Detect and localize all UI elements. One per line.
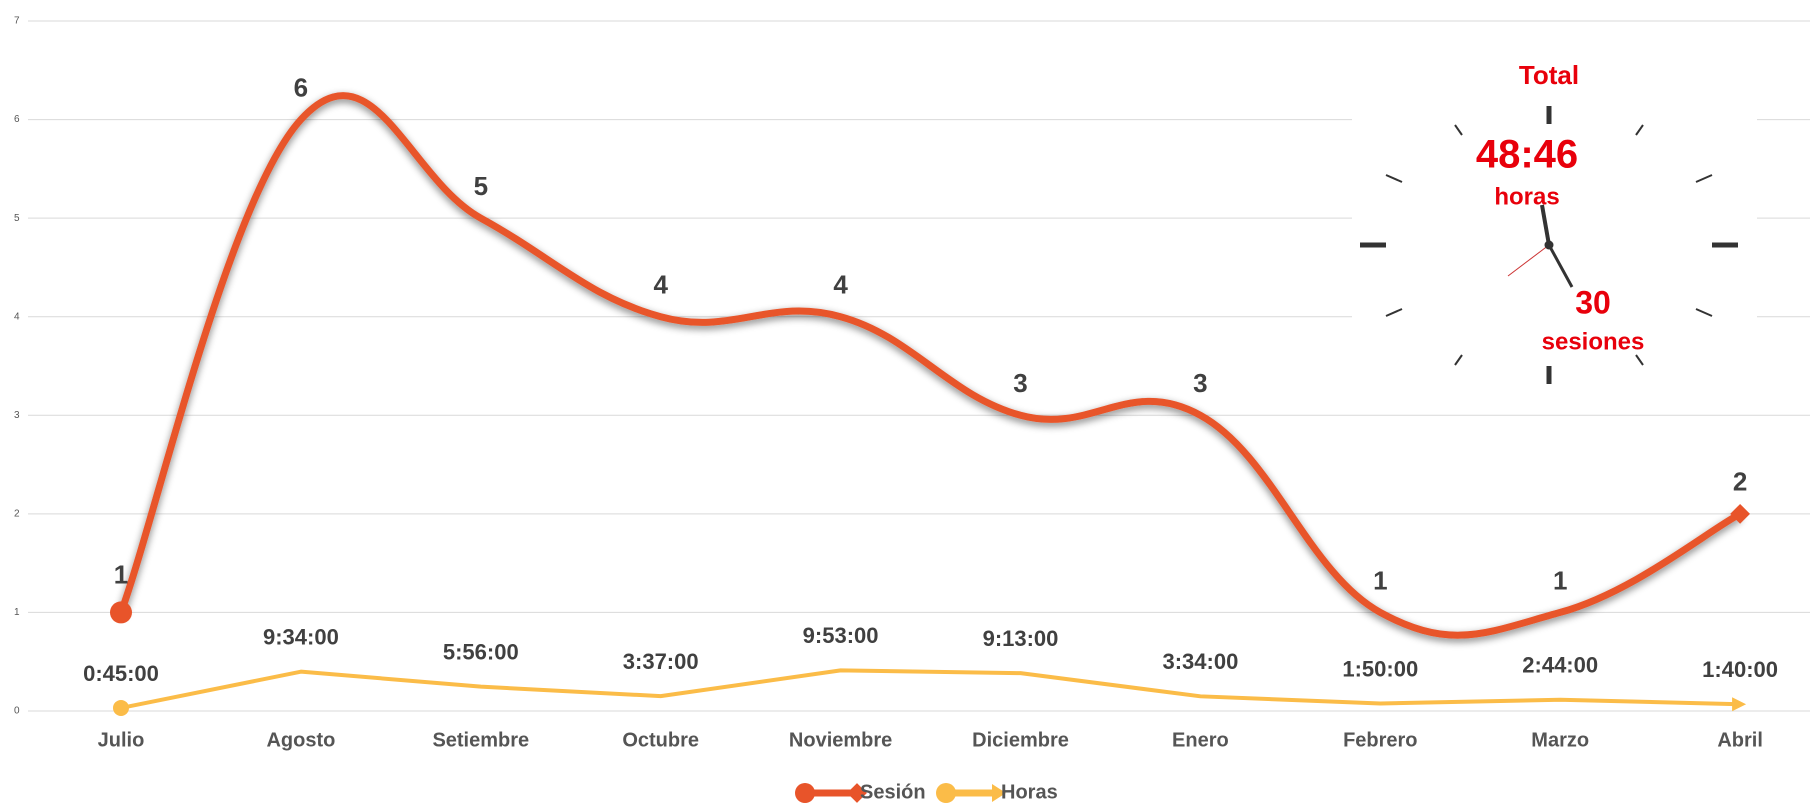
annotation: 48:46 [1476, 133, 1578, 177]
data-label: 9:13:00 [983, 626, 1059, 651]
legend-label: Horas [1001, 781, 1058, 803]
point-marker [110, 601, 132, 624]
data-label: 5 [474, 171, 488, 201]
annotation: Total [1519, 60, 1579, 90]
point-marker [1732, 697, 1747, 712]
legend-marker [936, 783, 956, 803]
x-tick-label: Octubre [622, 729, 699, 751]
x-tick-label: Setiembre [432, 729, 529, 751]
data-label: 0:45:00 [83, 661, 159, 686]
data-label: 4 [653, 270, 668, 300]
clock: Total 48:46 horas 30 sesiones [1352, 60, 1757, 400]
data-label: 1 [1373, 565, 1387, 595]
x-tick-label: Agosto [266, 729, 335, 751]
clock-face [1352, 100, 1757, 400]
data-label: 2:44:00 [1522, 653, 1598, 678]
x-tick-label: Marzo [1531, 729, 1589, 751]
clock-ticks [1360, 106, 1738, 384]
y-tick-label: 2 [14, 508, 20, 519]
data-label: 1 [1553, 565, 1567, 595]
data-label: 9:34:00 [263, 624, 339, 649]
point-marker [113, 699, 129, 716]
legend-label: Sesión [860, 781, 926, 803]
annotation: horas [1494, 183, 1559, 210]
x-tick-label: Abril [1717, 729, 1763, 751]
data-label: 5:56:00 [443, 639, 519, 664]
y-tick-label: 1 [14, 607, 20, 618]
data-label: 4 [833, 270, 848, 300]
data-label: 6 [294, 72, 308, 102]
annotation: sesiones [1542, 328, 1645, 355]
data-label: 9:53:00 [803, 623, 879, 648]
data-label: 1:50:00 [1342, 656, 1418, 681]
x-tick-label: Noviembre [789, 729, 892, 751]
data-label: 2 [1733, 467, 1747, 497]
y-tick-label: 6 [14, 114, 20, 125]
y-tick-label: 5 [14, 213, 20, 224]
y-tick-label: 3 [14, 410, 20, 421]
data-label: 3 [1013, 368, 1027, 398]
legend-marker [795, 783, 815, 803]
legend-marker [847, 783, 867, 803]
series-line [117, 92, 1742, 639]
data-label: 3:37:00 [623, 649, 699, 674]
data-label: 3:34:00 [1162, 649, 1238, 674]
y-tick-label: 7 [14, 16, 20, 27]
y-tick-label: 0 [14, 706, 20, 717]
x-tick-label: Diciembre [972, 729, 1069, 751]
annotation: 30 [1575, 284, 1611, 320]
point-marker [1730, 503, 1750, 524]
x-tick-label: Febrero [1343, 729, 1417, 751]
series-line [120, 668, 1741, 710]
data-label: 1:40:00 [1702, 657, 1778, 682]
data-label: 3 [1193, 368, 1207, 398]
data-label: 1 [114, 559, 128, 589]
legend-marker [992, 784, 1006, 802]
x-tick-label: Enero [1172, 729, 1229, 751]
y-tick-label: 4 [14, 311, 20, 322]
x-tick-label: Julio [98, 729, 145, 751]
